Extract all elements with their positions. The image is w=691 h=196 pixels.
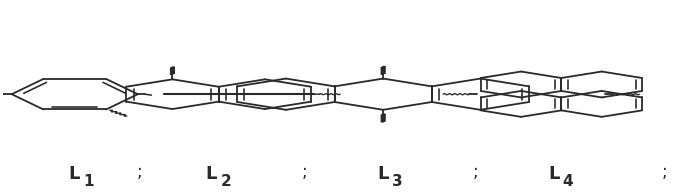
Text: $\mathbf{4}$: $\mathbf{4}$	[562, 173, 574, 189]
Text: $\mathbf{1}$: $\mathbf{1}$	[83, 173, 94, 189]
Text: $\mathbf{L}$: $\mathbf{L}$	[205, 165, 218, 183]
Text: $\mathbf{L}$: $\mathbf{L}$	[548, 165, 561, 183]
Text: ;: ;	[301, 163, 307, 181]
Text: $\mathbf{2}$: $\mathbf{2}$	[220, 173, 231, 189]
Text: ;: ;	[137, 163, 143, 181]
Text: $\mathbf{3}$: $\mathbf{3}$	[391, 173, 403, 189]
Text: $\mathbf{L}$: $\mathbf{L}$	[377, 165, 390, 183]
Text: $\mathbf{L}$: $\mathbf{L}$	[68, 165, 82, 183]
Text: ;: ;	[661, 163, 667, 181]
Text: ;: ;	[473, 163, 479, 181]
